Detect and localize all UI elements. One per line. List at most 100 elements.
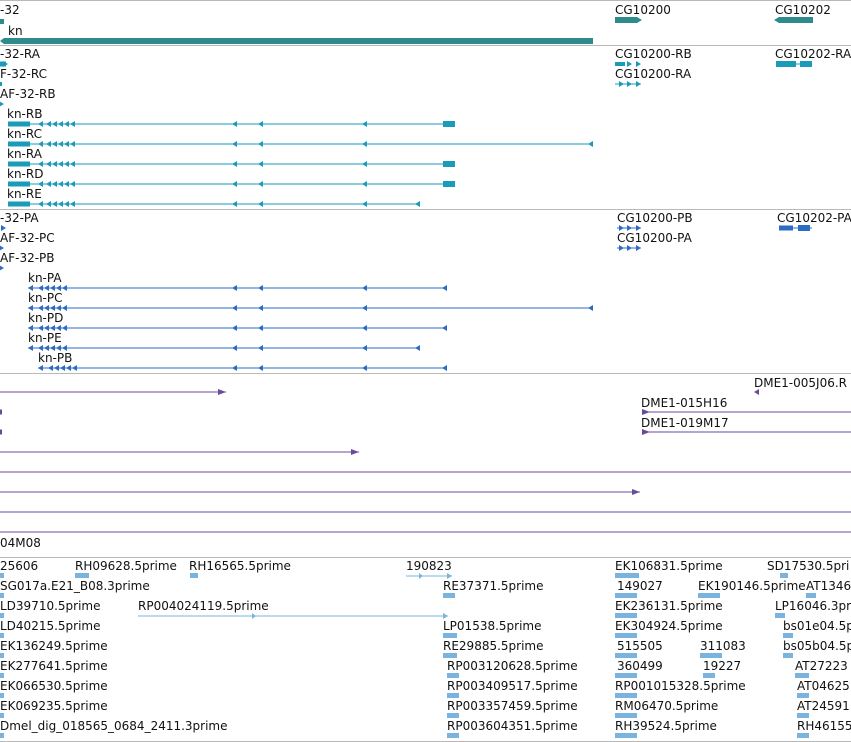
feature-label[interactable]: kn-PC <box>28 291 63 305</box>
feature-label[interactable]: kn-PB <box>38 351 73 365</box>
est-glyph[interactable] <box>615 673 637 678</box>
feature-label[interactable]: CG10202 <box>775 3 831 17</box>
feature-label[interactable]: AT04625 <box>797 679 850 693</box>
feature-label[interactable]: AT24591 <box>797 699 850 713</box>
feature-label[interactable]: 19227 <box>703 659 742 673</box>
feature-label[interactable]: kn-RC <box>7 127 43 141</box>
est-glyph[interactable] <box>795 673 809 678</box>
feature-label[interactable]: RE37371.5prime <box>443 579 544 593</box>
feature-label[interactable]: CG10202-PA <box>777 211 851 225</box>
feature-label[interactable]: F-32-RC <box>0 67 47 81</box>
est-glyph[interactable] <box>443 633 457 638</box>
feature-label[interactable]: RH09628.5prime <box>75 559 177 573</box>
clone-DME1-005J06[interactable] <box>754 389 759 395</box>
feature-label[interactable]: CG10200-RB <box>615 47 692 61</box>
feature-label[interactable]: 149027 <box>617 579 663 593</box>
feature-label[interactable]: CG10200-PB <box>617 211 693 225</box>
feature-label[interactable]: -32-RA <box>0 47 40 61</box>
feature-label[interactable]: RP003357459.5prime <box>447 699 578 713</box>
gene-glyph-cg10202[interactable] <box>779 17 813 23</box>
feature-label[interactable]: RP004024119.5prime <box>138 599 269 613</box>
est-glyph[interactable] <box>615 573 639 578</box>
clone-DME1-019M17[interactable] <box>642 429 650 435</box>
feature-label[interactable]: LP16046.3pri <box>775 599 851 613</box>
feature-label[interactable]: LD39710.5prime <box>0 599 101 613</box>
feature-label[interactable]: 515505 <box>617 639 663 653</box>
feature-label[interactable]: RP003604351.5prime <box>447 719 578 733</box>
feature-label[interactable]: LP01538.5prime <box>443 619 542 633</box>
est-glyph[interactable] <box>615 733 637 738</box>
feature-label[interactable]: LD40215.5prime <box>0 619 101 633</box>
feature-label[interactable]: AT1346 <box>806 579 851 593</box>
feature-label[interactable]: SD17530.5pri <box>767 559 850 573</box>
est-glyph[interactable] <box>698 593 720 598</box>
feature-label[interactable]: EK066530.5prime <box>0 679 108 693</box>
clone-DME1-015H16[interactable] <box>642 409 650 415</box>
feature-label[interactable]: AF-32-PB <box>0 251 55 265</box>
feature-label[interactable]: kn-PD <box>28 311 64 325</box>
est-glyph[interactable] <box>75 573 89 578</box>
feature-label[interactable]: 190823 <box>406 559 452 573</box>
feature-label[interactable]: kn-PA <box>28 271 62 285</box>
feature-label[interactable]: bs01e04.5p <box>783 619 851 633</box>
est-glyph[interactable] <box>615 613 637 618</box>
feature-label[interactable]: EK277641.5prime <box>0 659 108 673</box>
feature-label[interactable]: kn-RA <box>7 147 42 161</box>
est-glyph[interactable] <box>615 633 637 638</box>
feature-label[interactable]: RH16565.5prime <box>189 559 291 573</box>
est-glyph[interactable] <box>447 733 459 738</box>
est-glyph[interactable] <box>783 633 793 638</box>
feature-label[interactable]: kn-PE <box>28 331 62 345</box>
feature-label[interactable]: kn-RB <box>7 107 43 121</box>
est-glyph[interactable] <box>780 573 788 578</box>
feature-label[interactable]: Dmel_dig_018565_0684_2411.3prime <box>0 719 228 733</box>
feature-label[interactable]: DME1-005J06.R <box>754 376 848 390</box>
est-glyph[interactable] <box>0 733 4 738</box>
gene-glyph-cg10200[interactable] <box>615 17 637 23</box>
feature-label[interactable]: 311083 <box>700 639 746 653</box>
feature-label[interactable]: -32-PA <box>0 211 39 225</box>
est-glyph[interactable] <box>0 653 4 658</box>
feature-label[interactable]: RM06470.5prime <box>615 699 719 713</box>
est-glyph[interactable] <box>615 653 637 658</box>
feature-label[interactable]: 360499 <box>617 659 663 673</box>
feature-label[interactable]: RE29885.5prime <box>443 639 544 653</box>
feature-label[interactable]: RH39524.5prime <box>615 719 717 733</box>
feature-label[interactable]: EK304924.5prime <box>615 619 723 633</box>
est-glyph[interactable] <box>443 613 448 619</box>
feature-label[interactable]: AF-32-RB <box>0 87 56 101</box>
feature-label[interactable]: CG10200-RA <box>615 67 692 81</box>
feature-label[interactable]: DME1-015H16 <box>641 396 728 410</box>
est-glyph[interactable] <box>447 573 452 579</box>
feature-label[interactable]: DME1-019M17 <box>641 416 729 430</box>
feature-label[interactable]: EK190146.5prime <box>698 579 806 593</box>
est-glyph[interactable] <box>443 593 455 598</box>
est-glyph[interactable] <box>447 713 459 718</box>
est-glyph[interactable] <box>797 733 809 738</box>
feature-label[interactable]: kn-RD <box>7 167 44 181</box>
est-glyph[interactable] <box>0 593 4 598</box>
est-glyph[interactable] <box>0 613 4 618</box>
gene-glyph-kn[interactable] <box>8 38 593 44</box>
feature-label[interactable]: AT27223 <box>795 659 848 673</box>
est-glyph[interactable] <box>615 713 637 718</box>
feature-label[interactable]: RP003120628.5prime <box>447 659 578 673</box>
feature-label[interactable]: kn <box>8 24 23 38</box>
feature-label[interactable]: CG10200-PA <box>617 231 692 245</box>
est-glyph[interactable] <box>0 713 4 718</box>
est-glyph[interactable] <box>806 593 816 598</box>
est-glyph[interactable] <box>703 673 715 678</box>
est-glyph[interactable] <box>0 673 4 678</box>
feature-label[interactable]: EK106831.5prime <box>615 559 723 573</box>
feature-label[interactable]: CG10200 <box>615 3 671 17</box>
feature-label[interactable]: EK069235.5prime <box>0 699 108 713</box>
est-glyph[interactable] <box>775 613 785 618</box>
est-glyph[interactable] <box>0 693 4 698</box>
est-glyph[interactable] <box>700 653 722 658</box>
est-glyph[interactable] <box>190 573 198 578</box>
feature-label[interactable]: EK236131.5prime <box>615 599 723 613</box>
est-glyph[interactable] <box>797 713 809 718</box>
feature-label[interactable]: kn-RE <box>7 187 42 201</box>
est-glyph[interactable] <box>615 593 637 598</box>
feature-label[interactable]: -32 <box>0 3 20 17</box>
